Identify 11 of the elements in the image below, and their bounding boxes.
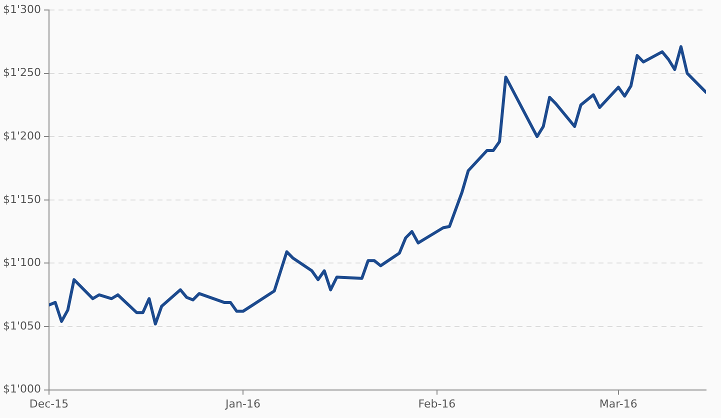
x-tick-label: Dec-15 [29,397,69,410]
x-tick-label: Mar-16 [599,397,638,410]
y-tick-label: $1'250 [2,66,42,80]
y-tick-label: $1'100 [2,256,42,270]
y-tick-label: $1'300 [2,2,42,16]
x-tick-label: Feb-16 [418,397,456,410]
y-tick-label: $1'200 [2,129,42,142]
x-tick-label: Jan-16 [224,397,260,410]
y-tick-label: $1'150 [2,192,42,206]
y-tick-label: $1'050 [2,319,42,332]
y-tick-label: $1'000 [2,382,42,396]
